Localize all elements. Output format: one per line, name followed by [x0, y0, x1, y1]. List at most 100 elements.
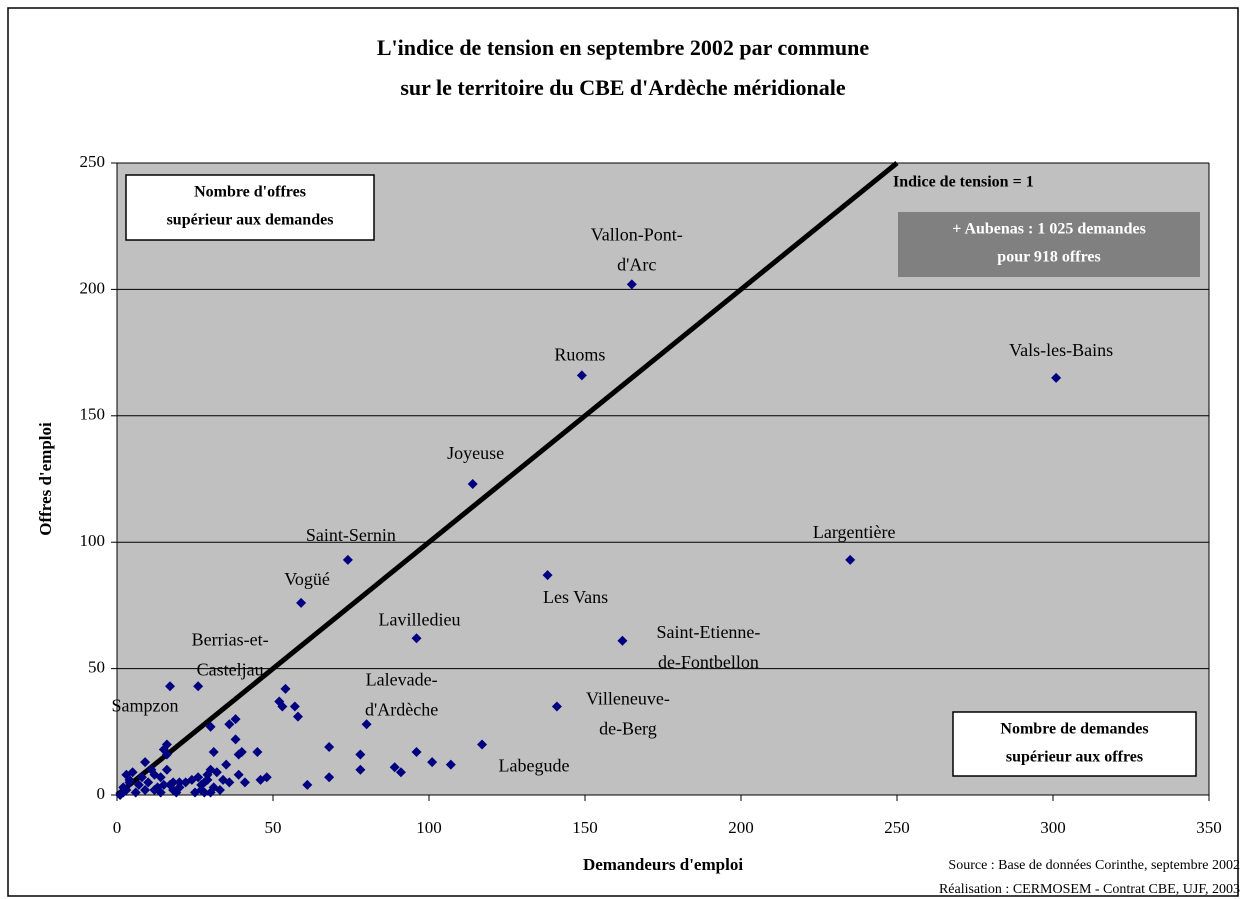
point	[202, 769, 213, 780]
point-label: Joyeuse	[447, 443, 504, 463]
chart-title: L'indice de tension en septembre 2002 pa…	[377, 35, 870, 60]
point	[845, 554, 856, 565]
point	[342, 554, 353, 565]
x-tick-label: 300	[1040, 818, 1066, 837]
point	[296, 597, 307, 608]
annotation: pour 918 offres	[997, 249, 1100, 266]
annotation-box	[898, 212, 1200, 277]
reference-line-label: Indice de tension = 1	[893, 174, 1034, 191]
point	[411, 747, 422, 758]
source: Source : Base de données Corinthe, septe…	[948, 858, 1240, 873]
y-tick-label: 100	[80, 531, 106, 550]
x-tick-label: 350	[1196, 818, 1222, 837]
point	[146, 764, 157, 775]
point	[140, 784, 151, 795]
point	[168, 777, 179, 788]
point	[239, 777, 250, 788]
point	[224, 719, 235, 730]
point	[149, 784, 160, 795]
point	[324, 741, 335, 752]
point	[467, 479, 478, 490]
point	[230, 714, 241, 725]
y-tick-label: 200	[80, 278, 106, 297]
x-tick-label: 50	[265, 818, 282, 837]
y-tick-label: 250	[80, 152, 106, 171]
chart-title: sur le territoire du CBE d'Ardèche mérid…	[400, 75, 845, 100]
point	[190, 787, 200, 798]
point	[302, 779, 313, 790]
point-label: Villeneuve-	[586, 689, 670, 709]
annotation: supérieur aux demandes	[167, 212, 334, 229]
point	[617, 635, 628, 646]
point-label: Saint-Sernin	[306, 525, 396, 545]
x-tick-label: 150	[572, 818, 598, 837]
annotation-box	[125, 174, 375, 241]
point-label: Saint-Etienne-	[656, 622, 760, 642]
y-axis-title: Offres d'emploi	[36, 422, 55, 536]
point	[233, 749, 244, 760]
point-label: d'Ardèche	[365, 699, 438, 719]
point-label: Casteljau	[197, 659, 264, 679]
point	[196, 779, 207, 790]
point	[205, 721, 216, 732]
y-tick-label: 50	[88, 658, 105, 677]
point	[214, 784, 225, 795]
point-label: Lalevade-	[366, 669, 438, 689]
point	[143, 777, 154, 788]
point	[174, 777, 185, 788]
annotation: Nombre de demandes	[1000, 721, 1148, 738]
point	[542, 570, 553, 581]
point	[261, 772, 272, 783]
point	[411, 633, 422, 644]
x-tick-label: 200	[728, 818, 754, 837]
point-label: Berrias-et-	[192, 629, 269, 649]
point-label: Lavilledieu	[379, 609, 461, 629]
point-label: Ruoms	[554, 344, 605, 364]
point	[158, 744, 169, 755]
point	[252, 747, 263, 758]
annotation: + Aubenas : 1 025 demandes	[952, 221, 1146, 238]
point	[165, 681, 176, 692]
point-label: Largentière	[813, 522, 896, 542]
point	[576, 370, 587, 381]
point-label: de-Fontbellon	[658, 652, 759, 672]
point	[233, 769, 244, 780]
annotation: supérieur aux offres	[1006, 749, 1143, 766]
point	[218, 774, 229, 785]
point	[477, 739, 488, 750]
point	[211, 767, 222, 778]
source: Réalisation : CERMOSEM - Contrat CBE, UJ…	[939, 882, 1240, 897]
point	[115, 790, 126, 800]
point	[361, 719, 372, 730]
x-tick-label: 100	[416, 818, 442, 837]
point	[389, 762, 400, 773]
point-label: Vals-les-Bains	[1009, 340, 1113, 360]
point	[205, 787, 216, 798]
point	[289, 701, 300, 712]
x-tick-label: 0	[113, 818, 122, 837]
point	[445, 759, 456, 770]
point	[133, 779, 144, 790]
annotation: Nombre d'offres	[194, 184, 306, 201]
point	[427, 757, 438, 768]
annotation-box	[952, 711, 1197, 777]
point	[199, 787, 210, 798]
point	[230, 734, 241, 745]
point	[221, 759, 232, 770]
reference-line	[115, 161, 899, 797]
point-label: Labegude	[499, 756, 570, 776]
point	[280, 683, 291, 694]
point	[1051, 372, 1062, 383]
point	[180, 777, 191, 788]
point	[161, 764, 172, 775]
x-tick-label: 250	[884, 818, 910, 837]
point-label: Sampzon	[112, 695, 179, 715]
point	[118, 782, 129, 793]
y-tick-label: 150	[80, 405, 106, 424]
point	[140, 757, 151, 768]
point	[324, 772, 335, 783]
point	[551, 701, 562, 712]
point	[202, 774, 213, 785]
point-label: Vogüé	[284, 569, 330, 589]
